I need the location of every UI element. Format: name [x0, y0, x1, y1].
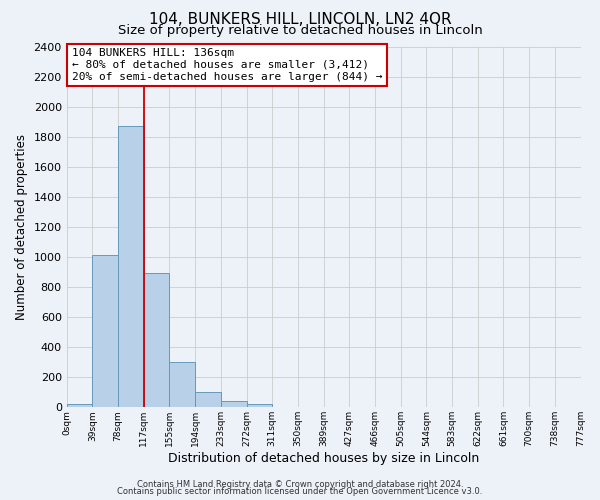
Bar: [169, 362, 195, 408]
Bar: [92, 256, 118, 408]
Bar: [247, 404, 272, 407]
X-axis label: Distribution of detached houses by size in Lincoln: Distribution of detached houses by size …: [168, 452, 479, 465]
Bar: [272, 406, 298, 408]
Bar: [144, 274, 169, 407]
Text: 104 BUNKERS HILL: 136sqm
← 80% of detached houses are smaller (3,412)
20% of sem: 104 BUNKERS HILL: 136sqm ← 80% of detach…: [72, 48, 382, 82]
Text: Contains public sector information licensed under the Open Government Licence v3: Contains public sector information licen…: [118, 487, 482, 496]
Bar: [221, 400, 247, 407]
Text: Contains HM Land Registry data © Crown copyright and database right 2024.: Contains HM Land Registry data © Crown c…: [137, 480, 463, 489]
Bar: [195, 392, 221, 407]
Bar: [118, 126, 144, 408]
Text: Size of property relative to detached houses in Lincoln: Size of property relative to detached ho…: [118, 24, 482, 37]
Text: 104, BUNKERS HILL, LINCOLN, LN2 4QR: 104, BUNKERS HILL, LINCOLN, LN2 4QR: [149, 12, 451, 28]
Y-axis label: Number of detached properties: Number of detached properties: [15, 134, 28, 320]
Bar: [67, 404, 92, 407]
